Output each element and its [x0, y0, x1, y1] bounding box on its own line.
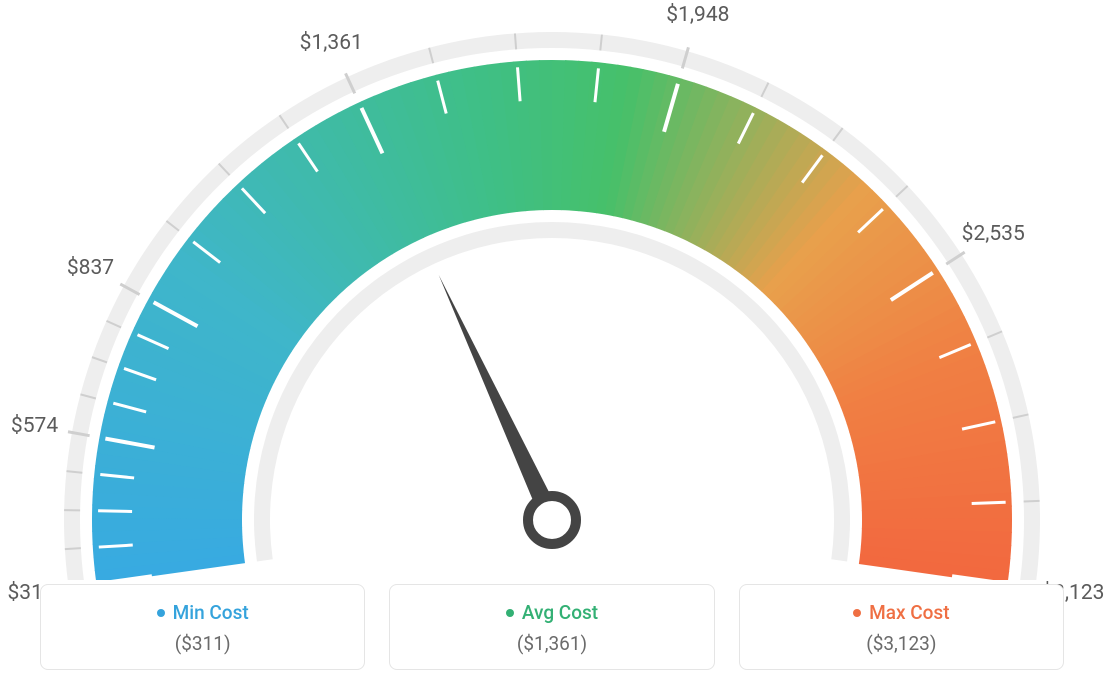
legend-title-max: Max Cost [869, 601, 949, 624]
cost-gauge: $311$574$837$1,361$1,948$2,535$3,123 [0, 0, 1104, 580]
legend-card-avg: Avg Cost ($1,361) [389, 584, 714, 670]
gauge-tick-label: $2,535 [962, 222, 1025, 246]
legend-card-max: Max Cost ($3,123) [739, 584, 1064, 670]
dot-icon [853, 609, 861, 617]
dot-icon [506, 609, 514, 617]
legend-card-min: Min Cost ($311) [40, 584, 365, 670]
gauge-tick-label: $837 [67, 256, 114, 280]
legend-title-min: Min Cost [173, 601, 249, 624]
dot-icon [157, 609, 165, 617]
legend-value-avg: ($1,361) [398, 632, 705, 655]
gauge-tick-label: $1,948 [666, 3, 729, 27]
legend-row: Min Cost ($311) Avg Cost ($1,361) Max Co… [40, 584, 1064, 670]
legend-title-avg: Avg Cost [522, 601, 598, 624]
legend-value-min: ($311) [49, 632, 356, 655]
gauge-tick-label: $1,361 [300, 31, 363, 55]
legend-value-max: ($3,123) [748, 632, 1055, 655]
gauge-tick-label: $574 [11, 414, 58, 438]
